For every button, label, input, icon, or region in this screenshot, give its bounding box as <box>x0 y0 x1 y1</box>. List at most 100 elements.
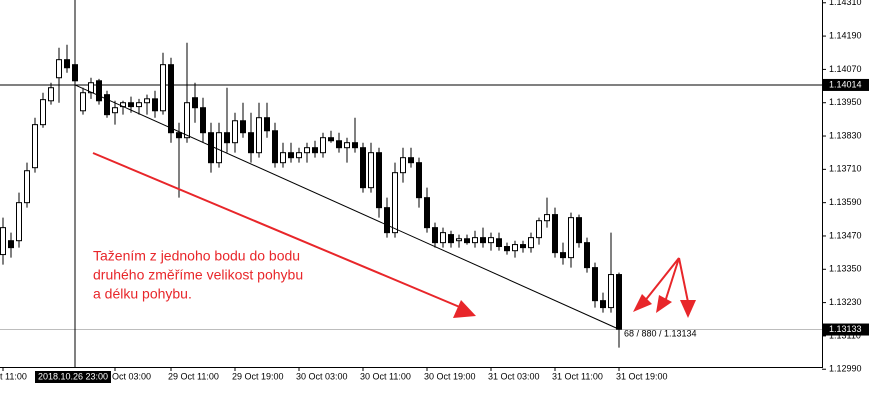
candle-body <box>320 137 326 154</box>
candle-body <box>480 237 486 244</box>
y-tick-label: 1.13350 <box>829 264 862 274</box>
candle-body <box>264 117 270 132</box>
candle-body <box>200 107 206 134</box>
arrow-shaft <box>92 152 463 309</box>
annotation-line: druhého změříme velikost pohybu <box>93 267 303 283</box>
candle-body <box>144 98 150 104</box>
crosshair-time-label: 2018.10.26 23:00 <box>38 371 108 381</box>
annotation-line: a délku pohybu. <box>93 286 192 302</box>
candle-body <box>176 132 182 139</box>
arrow-shaft <box>678 257 689 303</box>
y-tick-label: 1.13590 <box>829 197 862 207</box>
candle-body <box>416 162 422 199</box>
candle-body <box>560 252 566 259</box>
plot-area <box>0 0 822 367</box>
red-arrow <box>92 152 476 318</box>
arrow-head <box>656 295 672 313</box>
candle-body <box>336 140 342 149</box>
candle-body <box>544 214 550 222</box>
x-tick-label: 31 Oct 19:00 <box>616 371 668 381</box>
candle-body <box>32 124 38 169</box>
candle-body <box>192 97 198 109</box>
candle-body <box>280 152 286 164</box>
candle-body <box>240 120 246 134</box>
candle-body <box>408 157 414 164</box>
candle-body <box>352 142 358 149</box>
trendline <box>74 84 620 330</box>
candle-body <box>304 147 310 154</box>
arrow-shaft <box>643 257 680 303</box>
candle-body <box>64 59 70 69</box>
y-tick-label: 1.13230 <box>829 297 862 307</box>
candle-body <box>456 238 462 242</box>
candle-body <box>376 152 382 209</box>
candle-body <box>248 132 254 154</box>
candle-body <box>152 98 158 112</box>
candle-body <box>592 267 598 302</box>
x-tick-label: Oct 03:00 <box>112 371 151 381</box>
candle-body <box>384 207 390 234</box>
candle-body <box>312 147 318 154</box>
x-tick-label: 30 Oct 03:00 <box>296 371 348 381</box>
candle-body <box>80 92 86 112</box>
y-tick-label: 1.13830 <box>829 130 862 140</box>
candle-body <box>232 120 238 144</box>
candle-body <box>584 242 590 269</box>
x-tick-label: 31 Oct 11:00 <box>552 371 603 381</box>
bid-price-box <box>822 323 869 336</box>
candle-body <box>272 130 278 164</box>
candle-body <box>568 217 574 259</box>
x-tick-label: t 11:00 <box>0 371 27 381</box>
candle-body <box>16 202 22 242</box>
candle-body <box>360 147 366 189</box>
candle-body <box>96 80 102 102</box>
candle-body <box>72 64 78 82</box>
candle-body <box>184 102 190 139</box>
candle-body <box>288 152 294 159</box>
candle-body <box>608 274 614 309</box>
candle-body <box>528 237 534 249</box>
annotation-line: Tažením z jednoho bodu do bodu <box>93 248 300 264</box>
x-tick-label: 31 Oct 03:00 <box>488 371 540 381</box>
candle-body <box>496 238 502 248</box>
arrow-head <box>453 300 476 318</box>
measure-label: 68 / 880 / 1.13134 <box>624 329 697 339</box>
y-tick-label: 1.14310 <box>829 0 862 7</box>
arrow-head <box>633 294 652 312</box>
candle-body <box>448 234 454 244</box>
x-tick-label: 29 Oct 11:00 <box>168 371 219 381</box>
candle-body <box>104 94 110 116</box>
x-tick-label: 29 Oct 19:00 <box>232 371 284 381</box>
candle-body <box>56 59 62 79</box>
candle-body <box>432 227 438 244</box>
candle-body <box>440 232 446 244</box>
arrow-head <box>680 300 696 318</box>
x-tick-label: 30 Oct 11:00 <box>360 371 411 381</box>
y-tick-label: 1.12990 <box>829 364 862 374</box>
candle-body <box>0 227 6 256</box>
candle-body <box>48 87 54 102</box>
candle-body <box>128 102 134 108</box>
candle-body <box>464 238 470 244</box>
candle-body <box>168 64 174 134</box>
bid-price-label: 1.13133 <box>829 324 862 334</box>
candle-body <box>512 244 518 252</box>
crosshair-price-label: 1.14014 <box>829 79 862 89</box>
candle-body <box>400 157 406 174</box>
candle-body <box>216 132 222 164</box>
candle-body <box>424 197 430 229</box>
crosshair-price-box <box>822 78 869 91</box>
candle-body <box>472 237 478 244</box>
crosshair-time-box <box>35 371 111 383</box>
candle-body <box>328 137 334 142</box>
candle-body <box>368 152 374 189</box>
y-tick-label: 1.13950 <box>829 97 862 107</box>
candle-body <box>40 99 46 126</box>
candle-body <box>392 172 398 234</box>
y-tick-label: 1.13710 <box>829 164 862 174</box>
candle-body <box>112 107 118 114</box>
x-tick-label: 30 Oct 19:00 <box>424 371 476 381</box>
y-tick-label: 1.13470 <box>829 230 862 240</box>
